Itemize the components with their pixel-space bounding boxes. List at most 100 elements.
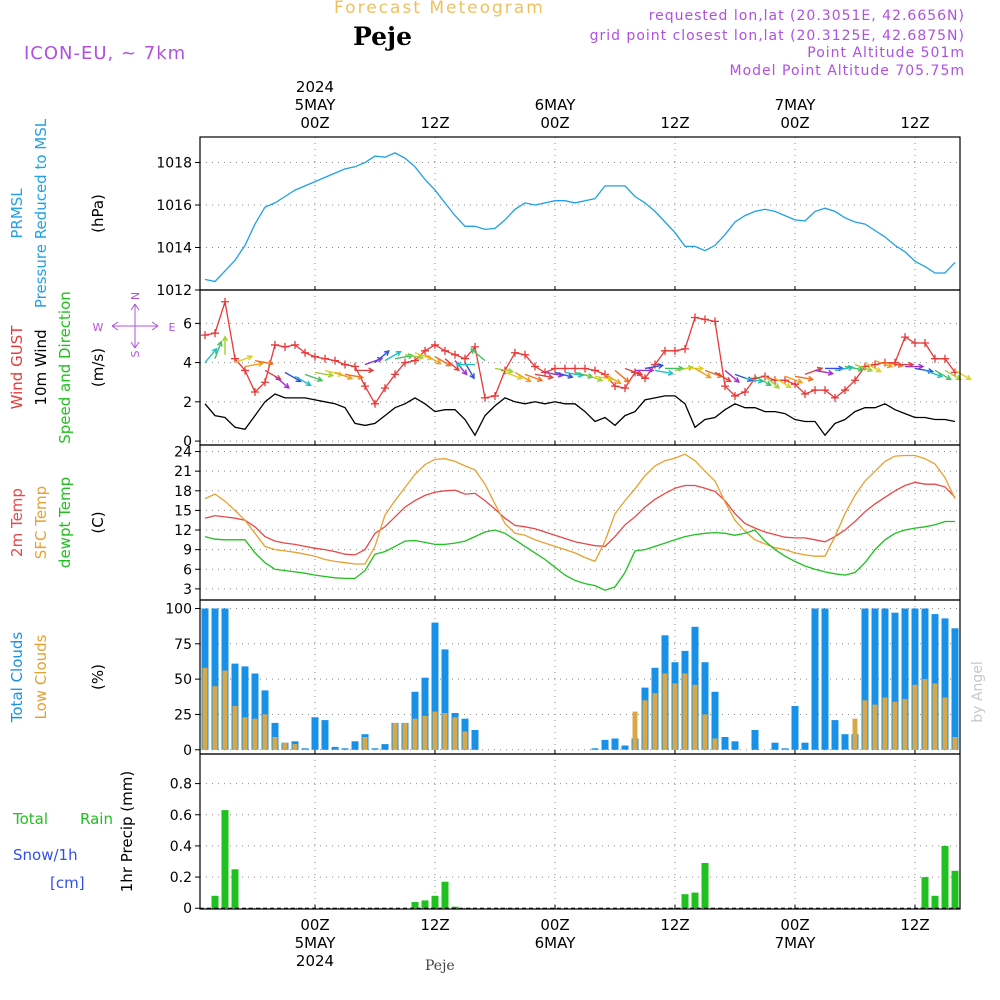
wind-arrow-head [435,359,442,365]
gust-point [251,388,259,397]
wind-arrow-head [936,372,944,379]
bar-total-clouds [431,622,439,750]
time-label-top: 00Z [780,114,809,132]
wind-arrow [644,364,663,370]
y-tick-label: 1014 [156,241,192,257]
bar-low-clouds [412,718,418,750]
gust-point [851,376,859,385]
side-label-snow-unit: [cm] [50,874,85,892]
gust-point [411,356,419,365]
wind-arrow [514,371,531,383]
side-label-total: Total [12,810,48,828]
wind-arrow [204,348,218,364]
gust-point [211,329,219,338]
wind-arrow-head [346,374,354,380]
bar-low-clouds [912,684,918,750]
bar-total-clouds [241,666,249,750]
wind-arrow [404,354,423,359]
gust-point [331,356,339,365]
bar-low-clouds [392,722,398,750]
gust-point [521,350,529,359]
wind-arrow [604,373,621,384]
wind-arrow [594,375,613,381]
bar-rain [941,845,949,909]
wind-arrow [784,375,803,384]
bar-total-clouds [751,730,759,750]
wind-arrow-head [536,376,544,382]
time-label-bottom: 6MAY [535,934,577,952]
gust-point [601,370,609,379]
gust-point [441,346,449,355]
side-label: 10m Wind [32,329,50,405]
series-line-gust [204,301,956,406]
bar-low-clouds [882,697,888,750]
gust-point [901,333,909,342]
wind-arrow [254,359,273,365]
wind-arrow-head [725,376,732,383]
bar-rain [691,892,699,909]
wind-arrow [854,363,873,372]
time-label-top: 12Z [420,114,449,132]
time-label-top: 2024 [296,78,334,96]
bar-total-clouds [621,745,629,750]
side-label: SFC Temp [32,486,50,559]
wind-arrow [494,367,513,373]
gust-point [711,317,719,326]
wind-arrow-head [221,335,229,342]
gust-point [201,331,209,340]
bar-low-clouds [632,711,638,750]
wind-arrow [294,375,311,386]
wind-arrow [874,359,893,368]
wind-arrow [914,367,933,373]
y-axis-label: (hPa) [89,194,107,233]
wind-arrow-head [807,375,815,382]
gust-point [391,370,399,379]
wind-arrow-head [547,373,555,380]
gust-point [301,348,309,357]
bar-low-clouds [892,701,898,750]
gust-point [421,346,429,355]
wind-arrow-head [246,355,254,361]
bar-low-clouds [932,683,938,750]
wind-arrow [214,341,222,359]
wind-arrow-head [746,376,754,382]
panel-clouds: 0 25 50 75 100 (%) Total Clouds Low Clouds [8,599,961,759]
side-label: Wind GUST [8,325,26,410]
bar-total-clouds [781,748,789,750]
y-tick-label: 1016 [156,198,192,214]
y-tick-label: 3 [183,582,192,598]
bar-low-clouds [462,731,468,750]
y-tick-label: 24 [174,445,192,461]
gust-point [581,364,589,373]
wind-arrow-head [657,363,665,370]
bar-low-clouds [252,718,258,750]
gust-point [531,362,539,371]
bar-total-clouds [331,746,339,750]
wind-arrow-head [267,360,275,367]
y-tick-label: 0 [183,743,192,759]
wind-arrow [804,367,823,376]
model-point-altitude: Model Point Altitude 705.75m [729,63,965,79]
gust-point [721,382,729,391]
bar-total-clouds [911,608,919,750]
time-label-top: 6MAY [535,96,577,114]
time-label-bottom: 00Z [780,916,809,934]
forecast-title: Forecast Meteogram [334,0,545,18]
wind-arrow [534,373,553,379]
wind-arrow-head [886,362,894,369]
y-tick-label: 0.8 [170,777,192,793]
wind-arrow-head [395,350,402,357]
bar-total-clouds [801,742,809,750]
bar-total-clouds [731,741,739,750]
gust-point [451,350,459,359]
grid-point: grid point closest lon,lat (20.3125E, 42… [589,28,965,44]
gust-point [921,338,929,347]
y-tick-label: 1012 [156,283,192,299]
gust-point [911,338,919,347]
bar-low-clouds [712,738,718,750]
bar-total-clouds [811,608,819,750]
side-label: Total Clouds [8,632,26,724]
wind-arrow [944,369,961,381]
wind-arrow [584,373,603,382]
credit-watermark: by Angel [970,661,986,722]
